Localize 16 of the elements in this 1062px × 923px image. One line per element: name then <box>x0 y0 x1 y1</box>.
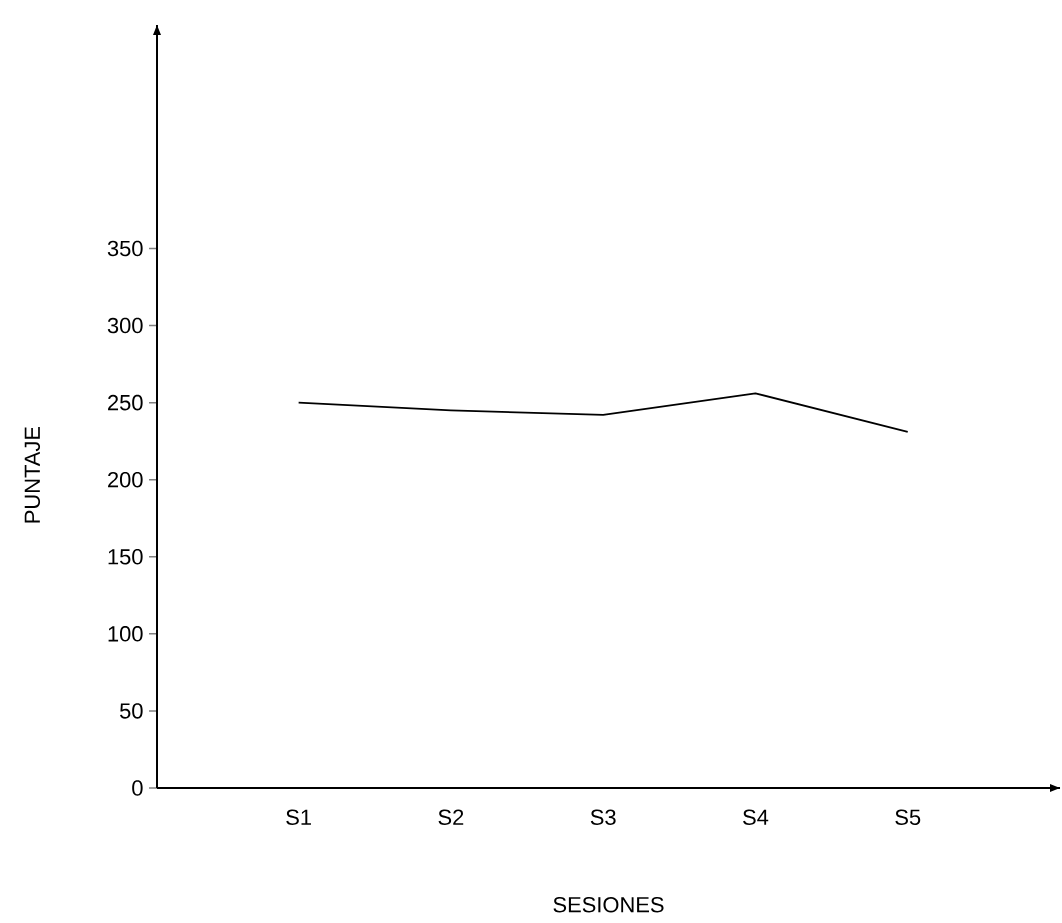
x-axis-title: SESIONES <box>553 896 664 913</box>
y-tick-label: 300 <box>107 317 143 334</box>
x-tick-label: S3 <box>590 809 616 826</box>
y-tick-label: 0 <box>132 780 143 796</box>
x-tick-label: S1 <box>286 809 311 826</box>
y-tick-label: 250 <box>108 394 143 411</box>
x-tick-label: S5 <box>895 809 921 826</box>
y-tick-label: 50 <box>120 703 143 719</box>
y-tick-label: 350 <box>107 240 143 257</box>
x-tick-label: S2 <box>438 809 464 826</box>
x-tick-label: S4 <box>743 809 769 826</box>
y-tick-label: 100 <box>108 626 143 642</box>
y-axis-title: PUNTAJE <box>24 426 41 523</box>
line-series <box>297 392 909 433</box>
y-tick-label: 200 <box>108 471 143 488</box>
y-tick-label: 150 <box>108 549 143 565</box>
